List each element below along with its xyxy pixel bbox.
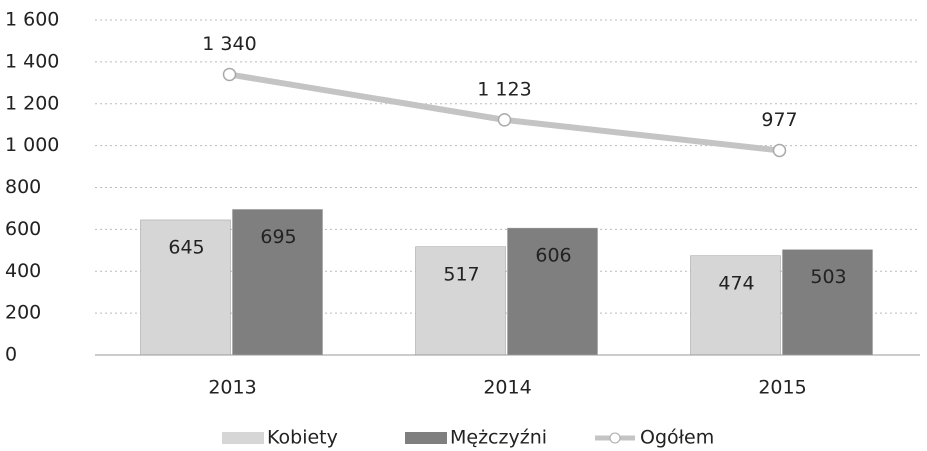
y-tick-label: 0 bbox=[5, 344, 17, 366]
data-label: 517 bbox=[443, 263, 479, 285]
bar bbox=[782, 249, 873, 356]
legend-label: Ogółem bbox=[640, 427, 714, 449]
data-label: 1 340 bbox=[202, 33, 256, 55]
data-label: 1 123 bbox=[477, 78, 531, 100]
line-marker bbox=[497, 113, 512, 127]
y-tick-label: 1 600 bbox=[5, 9, 59, 31]
bar bbox=[415, 246, 506, 356]
data-label: 695 bbox=[260, 226, 296, 248]
data-label: 474 bbox=[718, 272, 754, 294]
legend-label: Kobiety bbox=[267, 427, 338, 449]
y-tick-label: 1 200 bbox=[5, 92, 59, 114]
x-tick-label: 2014 bbox=[483, 377, 531, 399]
line-marker bbox=[772, 143, 787, 158]
data-label: 645 bbox=[168, 236, 204, 258]
x-tick-label: 2013 bbox=[208, 377, 256, 399]
y-tick-label: 800 bbox=[5, 176, 41, 198]
bar bbox=[232, 209, 323, 356]
legend-label: Mężczyźni bbox=[450, 427, 547, 449]
legend-marker bbox=[609, 432, 621, 444]
bar bbox=[140, 219, 231, 356]
y-tick-label: 1 000 bbox=[5, 134, 59, 156]
bar bbox=[690, 255, 781, 356]
legend-swatch bbox=[222, 432, 264, 444]
y-tick-label: 200 bbox=[5, 302, 41, 324]
data-label: 503 bbox=[810, 266, 846, 288]
y-tick-label: 400 bbox=[5, 260, 41, 282]
data-label: 606 bbox=[535, 245, 571, 267]
data-label: 977 bbox=[761, 109, 797, 131]
x-tick-label: 2015 bbox=[758, 377, 806, 399]
y-tick-label: 600 bbox=[5, 218, 41, 240]
bar bbox=[507, 227, 598, 356]
line-marker bbox=[222, 67, 237, 82]
legend-swatch bbox=[405, 432, 447, 444]
y-tick-label: 1 400 bbox=[5, 50, 59, 72]
